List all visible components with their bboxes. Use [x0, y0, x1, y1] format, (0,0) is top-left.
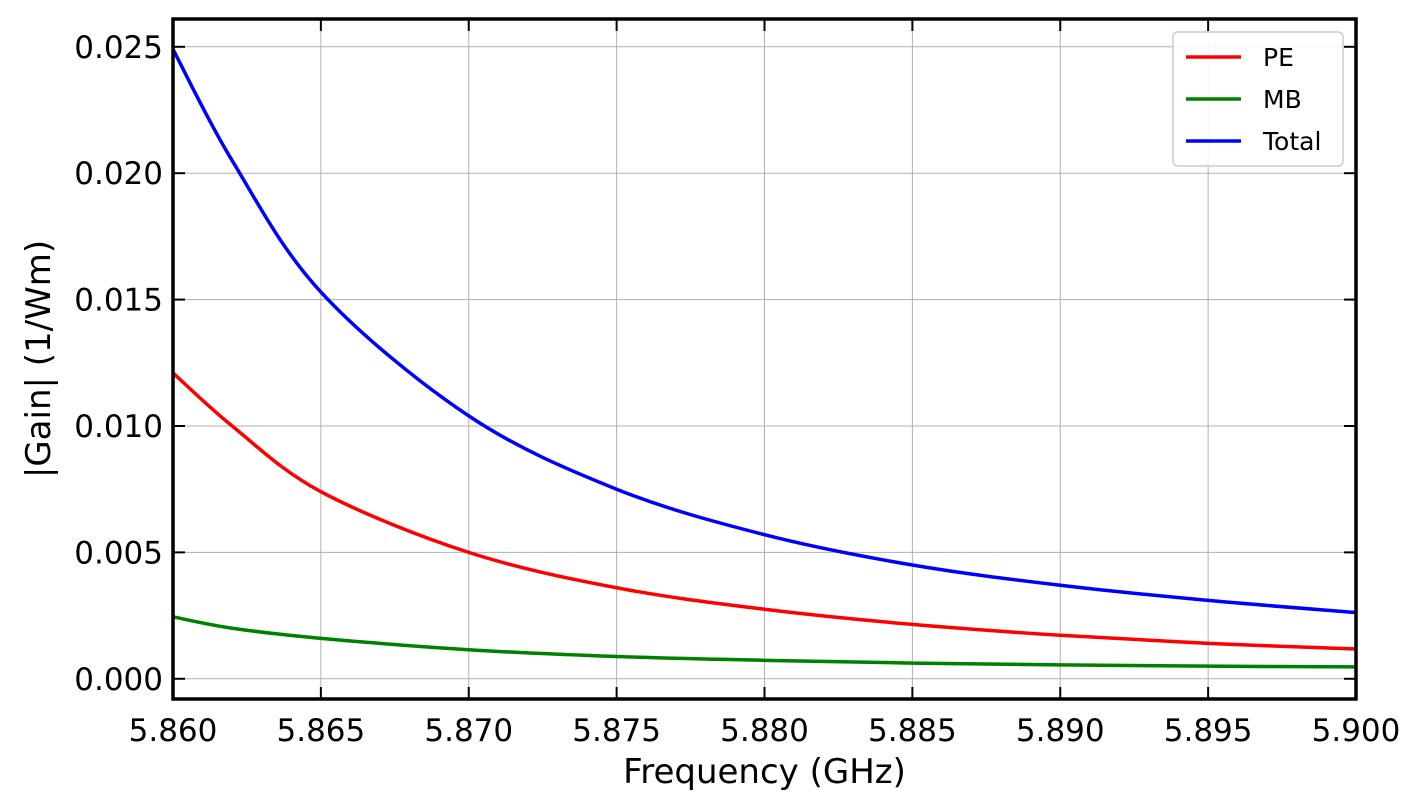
axis-ticks: [172, 19, 1357, 699]
x-tick-label: 5.885: [868, 713, 957, 749]
series-line-total: [171, 48, 1357, 615]
y-tick-labels: 0.000 0.005 0.010 0.015 0.020 0.025: [74, 30, 163, 698]
y-axis-label: |Gain| (1/Wm): [19, 240, 59, 478]
x-axis-label: Frequency (GHz): [623, 752, 906, 792]
y-tick-label: 0.010: [74, 409, 163, 445]
series-line-pe: [171, 371, 1357, 651]
x-tick-label: 5.875: [572, 713, 661, 749]
x-tick-label: 5.860: [129, 713, 218, 749]
x-tick-label: 5.870: [424, 713, 513, 749]
series-line-mb: [172, 615, 1357, 669]
x-tick-label: 5.895: [1164, 713, 1253, 749]
x-tick-label: 5.890: [1016, 713, 1105, 749]
legend-label-pe: PE: [1263, 43, 1294, 72]
x-tick-label: 5.865: [277, 713, 366, 749]
y-tick-label: 0.025: [74, 30, 163, 66]
y-tick-label: 0.005: [74, 535, 163, 571]
legend-label-total: Total: [1262, 127, 1321, 156]
x-tick-labels: 5.860 5.865 5.870 5.875 5.880 5.885 5.890 5.895…: [129, 713, 1401, 749]
legend-label-mb: MB: [1263, 85, 1302, 114]
x-tick-label: 5.880: [720, 713, 809, 749]
x-tick-label: 5.900: [1312, 713, 1401, 749]
grid-lines: [172, 19, 1357, 699]
legend-box: [1172, 31, 1344, 167]
y-tick-label: 0.000: [74, 662, 163, 698]
legend: PE MB Total: [1172, 31, 1344, 167]
y-tick-label: 0.020: [74, 156, 163, 192]
y-tick-label: 0.015: [74, 283, 163, 319]
series-layer: [171, 48, 1357, 669]
